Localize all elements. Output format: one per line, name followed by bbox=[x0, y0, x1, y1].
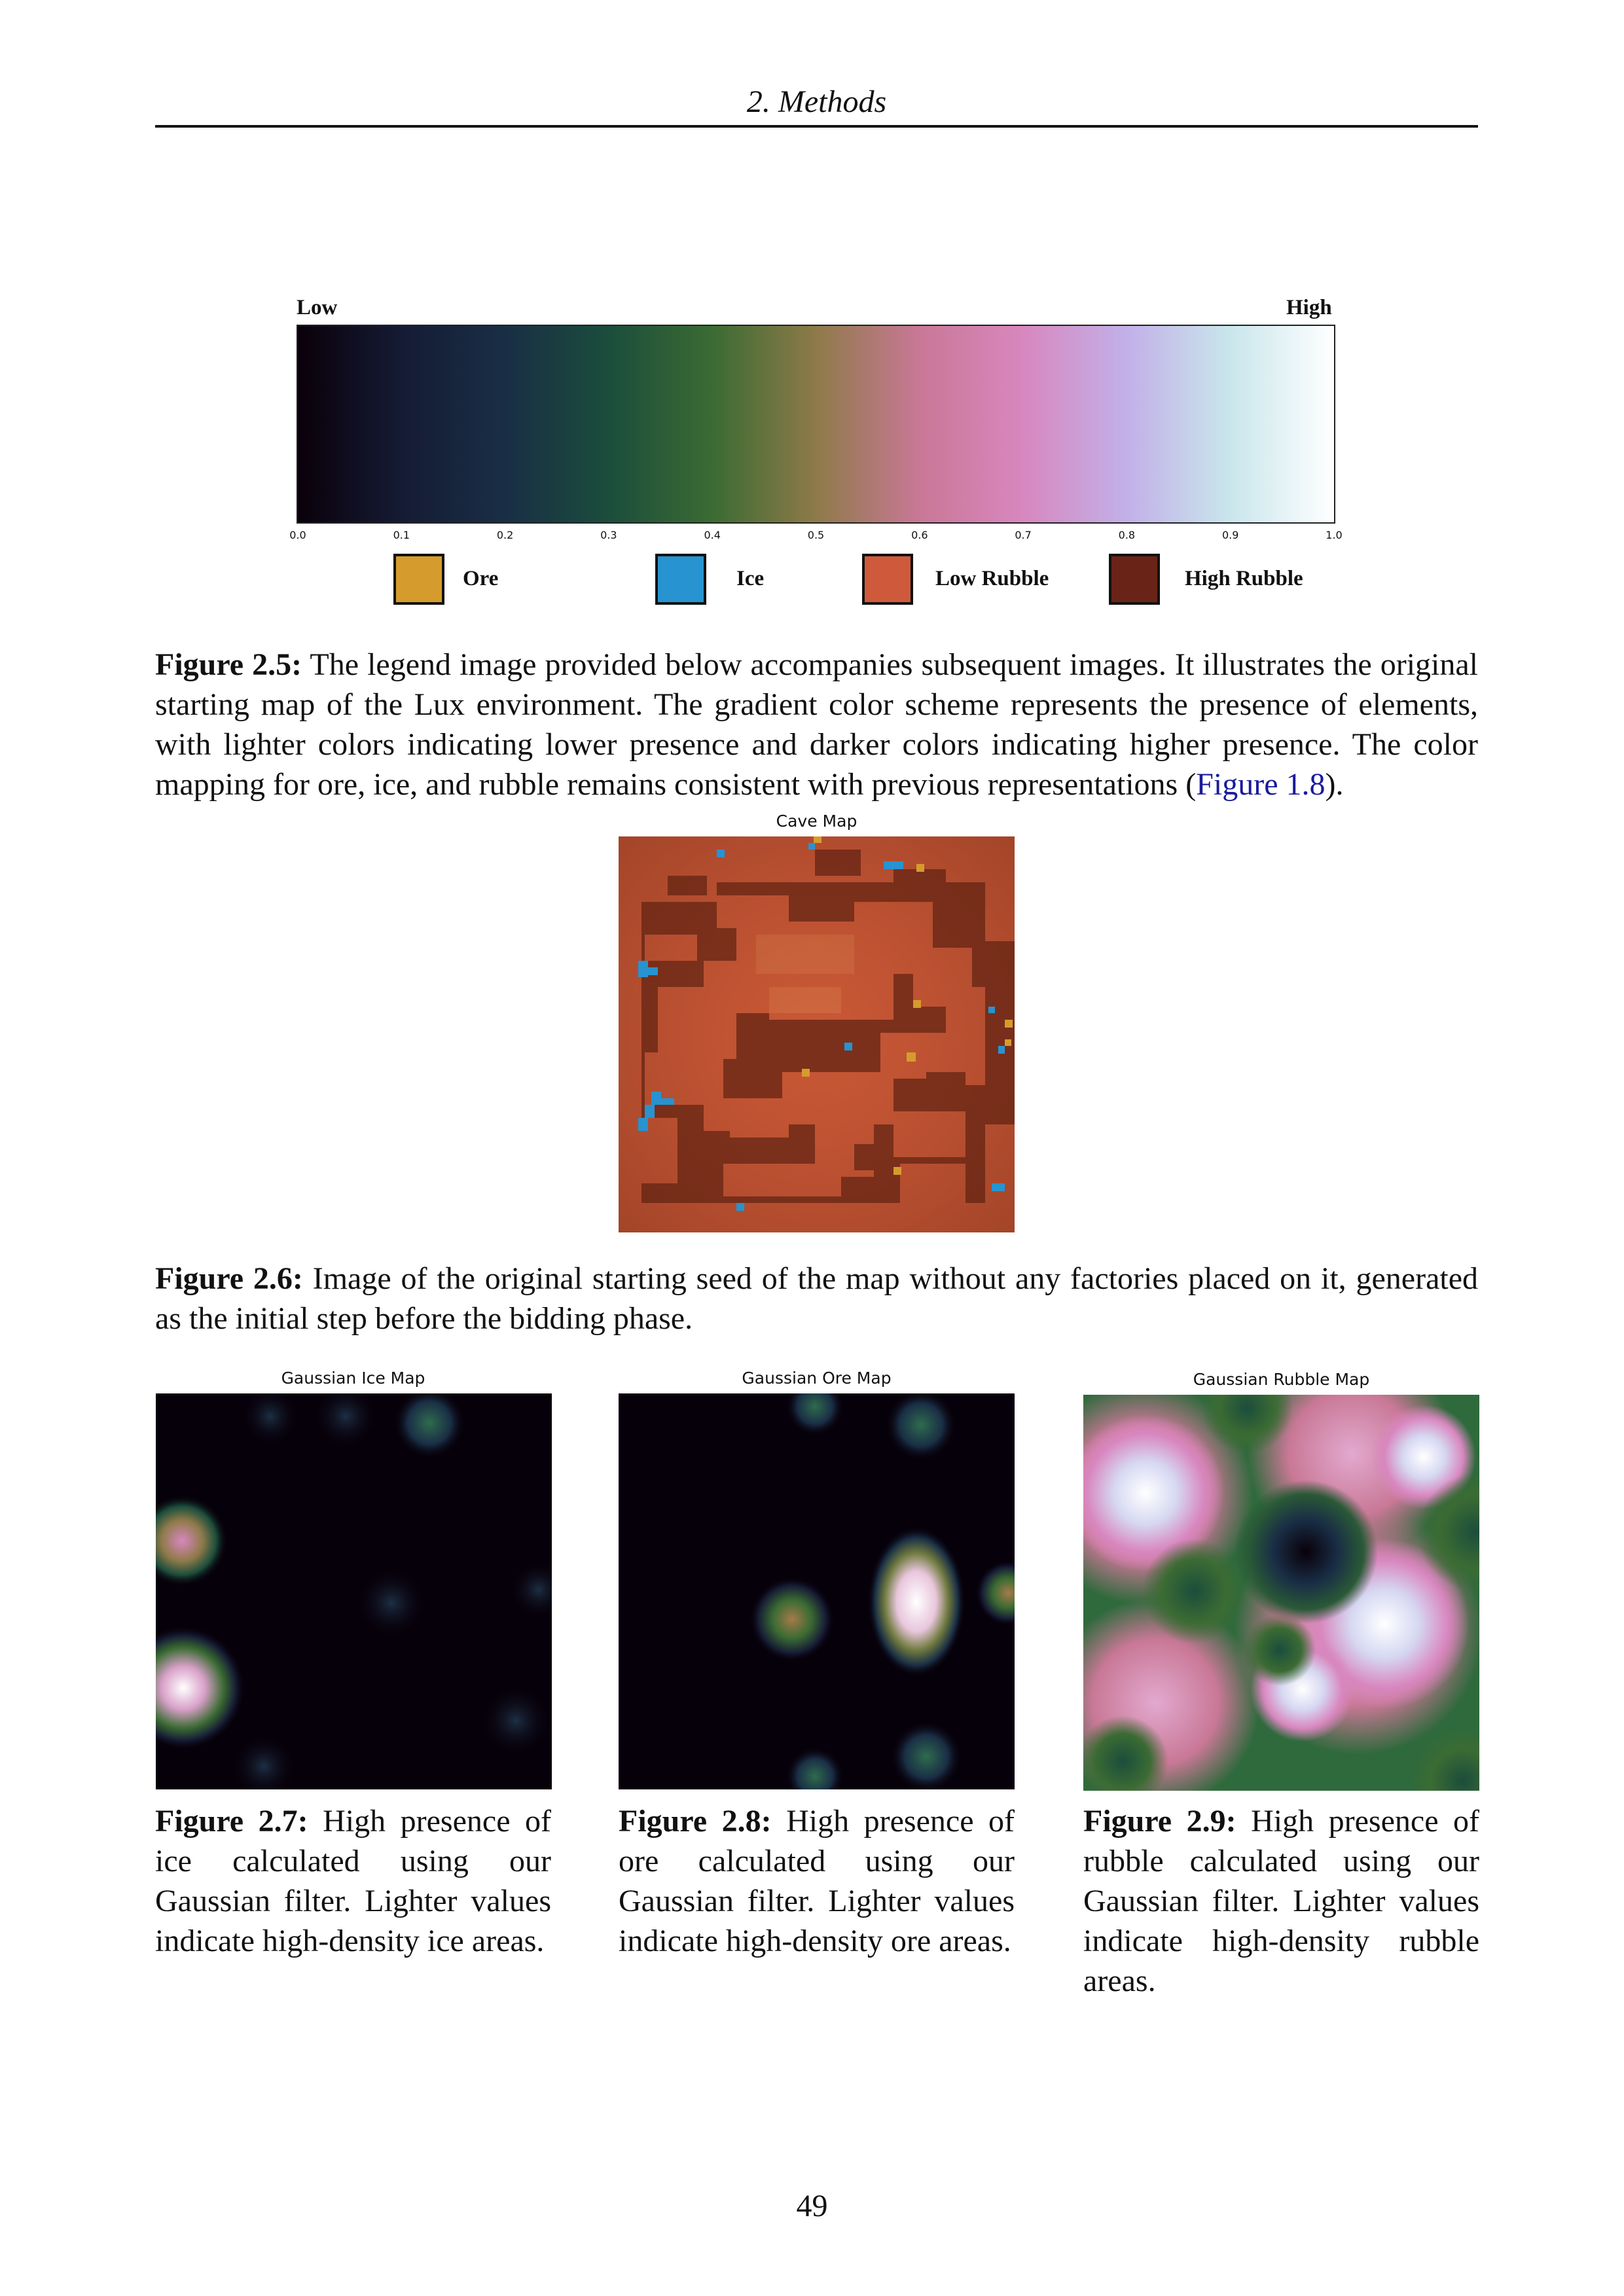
rubble-low-area bbox=[1411, 1729, 1479, 1791]
low-rubble-swatch bbox=[862, 554, 913, 605]
ore-hotspot bbox=[890, 1721, 962, 1789]
colorbar-tick-label: 0.9 bbox=[1221, 529, 1239, 541]
figure-2-8-label: Figure 2.8: bbox=[619, 1804, 772, 1839]
gaussian-ore-map-title: Gaussian Ore Map bbox=[742, 1369, 892, 1388]
rubble-low-area bbox=[1083, 1715, 1168, 1791]
figure-2-7-text: High presence of ice calculated using ou… bbox=[155, 1804, 551, 1958]
colorbar-tick-label: 0.0 bbox=[289, 529, 306, 541]
ore-hotspot bbox=[885, 1393, 957, 1461]
ice-hotspot bbox=[231, 1734, 297, 1789]
ice-hotspot bbox=[313, 1393, 378, 1449]
figure-2-8-text: High presence of ore calculated using ou… bbox=[619, 1804, 1015, 1958]
rubble-low-area bbox=[1201, 1395, 1293, 1454]
cave-map-title: Cave Map bbox=[776, 812, 857, 831]
figure-2-6-text: Image of the original starting seed of t… bbox=[155, 1261, 1479, 1336]
running-header: 2. Methods bbox=[746, 84, 887, 119]
ice-hotspot bbox=[355, 1567, 427, 1639]
cave-map-shading bbox=[619, 836, 1015, 1232]
colorbar-tick-label: 0.2 bbox=[496, 529, 514, 541]
figure-2-7-caption: Figure 2.7: High presence of ice calcula… bbox=[155, 1801, 551, 1961]
figure-2-9-label: Figure 2.9: bbox=[1083, 1804, 1236, 1839]
cave-map bbox=[619, 836, 1015, 1232]
ore-hotspot bbox=[785, 1393, 844, 1436]
colorbar-tick-label: 0.6 bbox=[911, 529, 928, 541]
figure-2-6-label: Figure 2.6: bbox=[155, 1261, 303, 1296]
ore-hotspot-main bbox=[867, 1526, 965, 1677]
ore-hotspot-secondary bbox=[749, 1577, 835, 1662]
figure-2-9-caption: Figure 2.9: High presence of rubble calc… bbox=[1083, 1801, 1479, 2001]
colorbar-high-label: High bbox=[1286, 296, 1332, 319]
figure-1-8-link[interactable]: Figure 1.8 bbox=[1196, 767, 1326, 802]
gaussian-ice-map-title: Gaussian Ice Map bbox=[281, 1369, 425, 1388]
rubble-low-area bbox=[1234, 1480, 1378, 1624]
page-number: 49 bbox=[796, 2189, 828, 2223]
gaussian-ice-map bbox=[156, 1393, 552, 1789]
figure-2-9-text: High presence of rubble calculated using… bbox=[1083, 1804, 1479, 1998]
figure-2-5-caption: Figure 2.5: The legend image provided be… bbox=[155, 645, 1478, 804]
high-rubble-legend-label: High Rubble bbox=[1185, 567, 1303, 590]
rubble-low-area bbox=[1142, 1539, 1247, 1643]
ore-hotspot bbox=[975, 1560, 1015, 1626]
figure-2-7-label: Figure 2.7: bbox=[155, 1804, 308, 1839]
ice-hotspot-secondary bbox=[156, 1495, 228, 1587]
colorbar-low-label: Low bbox=[297, 296, 338, 319]
ore-tiles bbox=[802, 836, 1013, 1175]
ice-swatch bbox=[655, 554, 706, 605]
colorbar-tick-label: 0.4 bbox=[704, 529, 721, 541]
figure-2-5-tail: ). bbox=[1325, 767, 1344, 802]
rubble-low-area bbox=[1244, 1614, 1316, 1686]
header-rule bbox=[155, 125, 1478, 128]
ice-tiles bbox=[638, 843, 1005, 1211]
low-rubble-legend-label: Low Rubble bbox=[935, 567, 1049, 590]
colorbar bbox=[297, 325, 1335, 524]
ore-legend-label: Ore bbox=[463, 567, 499, 590]
gaussian-ore-map bbox=[619, 1393, 1015, 1789]
gaussian-rubble-map bbox=[1083, 1395, 1479, 1791]
figure-2-8-caption: Figure 2.8: High presence of ore calcula… bbox=[619, 1801, 1015, 1961]
ice-hotspot bbox=[393, 1393, 465, 1459]
colorbar-tick-label: 0.1 bbox=[393, 529, 410, 541]
figure-2-6-caption: Figure 2.6: Image of the original starti… bbox=[155, 1259, 1478, 1338]
colorbar-tick-label: 0.3 bbox=[600, 529, 617, 541]
colorbar-tick-label: 0.7 bbox=[1015, 529, 1032, 541]
colorbar-tick-label: 0.8 bbox=[1118, 529, 1136, 541]
rubble-low-area bbox=[1417, 1473, 1479, 1591]
gaussian-rubble-map-title: Gaussian Rubble Map bbox=[1193, 1370, 1370, 1389]
colorbar-tick-label: 1.0 bbox=[1326, 529, 1343, 541]
ice-legend-label: Ice bbox=[736, 567, 765, 590]
ice-hotspot bbox=[480, 1685, 552, 1757]
ice-hotspot bbox=[241, 1393, 300, 1446]
figure-2-5-text: The legend image provided below accompan… bbox=[155, 647, 1479, 802]
high-rubble-swatch bbox=[1109, 554, 1160, 605]
colorbar-tick-label: 0.5 bbox=[807, 529, 825, 541]
ore-swatch bbox=[393, 554, 444, 605]
ice-hotspot-main bbox=[156, 1626, 245, 1750]
ore-hotspot bbox=[785, 1747, 844, 1789]
rubble-hotspot bbox=[1083, 1414, 1224, 1571]
figure-2-5-label: Figure 2.5: bbox=[155, 647, 302, 682]
ice-hotspot bbox=[509, 1560, 552, 1619]
